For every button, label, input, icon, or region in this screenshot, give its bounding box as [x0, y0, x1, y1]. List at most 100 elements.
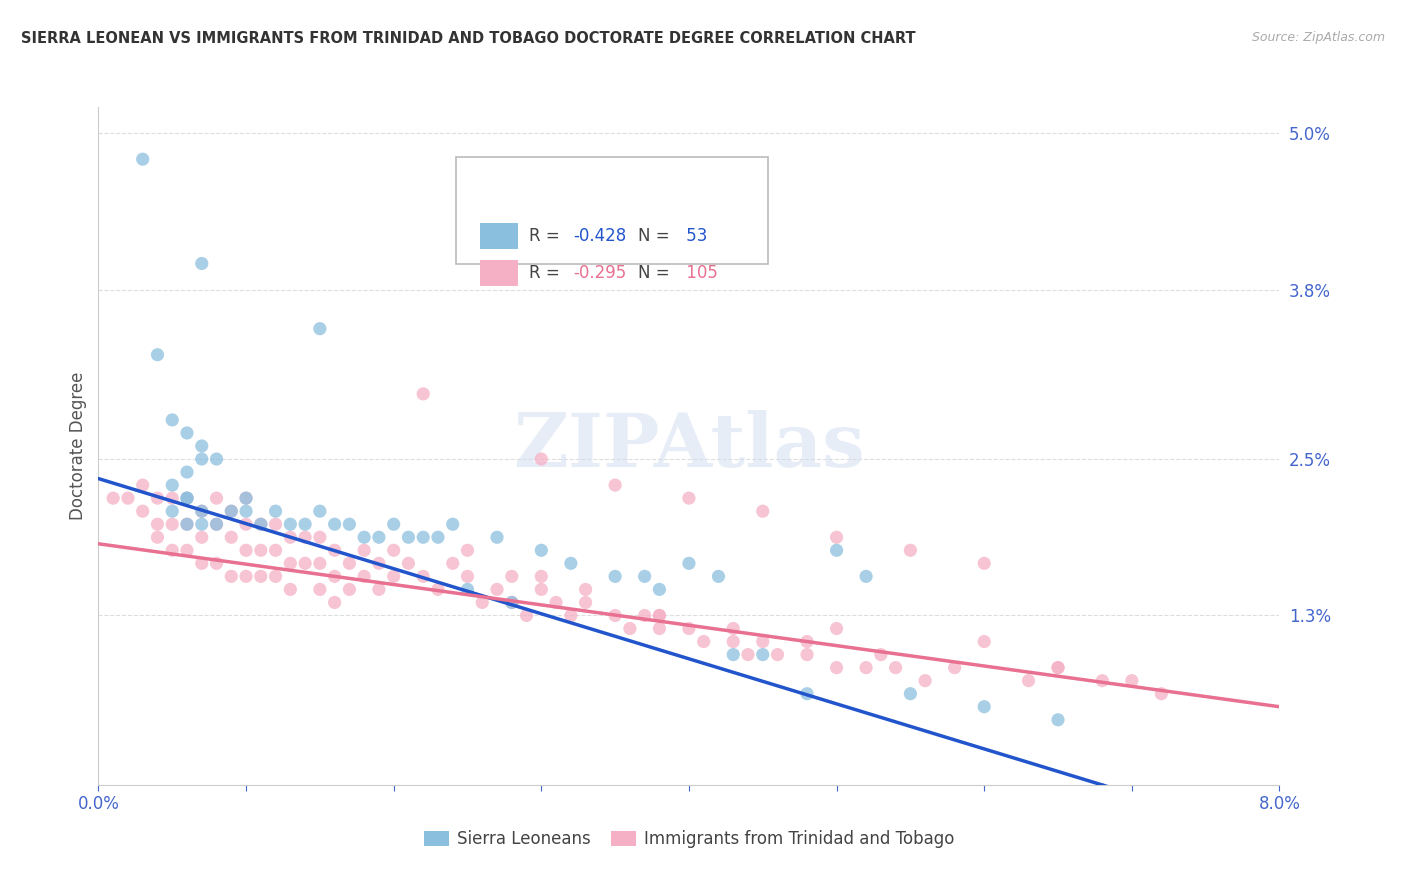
Point	[501, 595, 523, 609]
Point	[309, 530, 332, 544]
Text: 105: 105	[681, 264, 717, 282]
Point	[250, 517, 273, 532]
Text: -0.428: -0.428	[574, 227, 627, 244]
Point	[191, 530, 214, 544]
Text: -0.295: -0.295	[574, 264, 627, 282]
Point	[1150, 687, 1173, 701]
Point	[619, 622, 641, 636]
Text: R =: R =	[530, 264, 565, 282]
Point	[339, 517, 361, 532]
Point	[678, 557, 700, 571]
Point	[250, 517, 273, 532]
Point	[323, 543, 346, 558]
Point	[146, 348, 169, 362]
Point	[191, 452, 214, 467]
Point	[855, 569, 877, 583]
Point	[280, 557, 302, 571]
Point	[191, 517, 214, 532]
Point	[132, 504, 155, 518]
Point	[191, 504, 214, 518]
Point	[176, 491, 198, 505]
Point	[973, 699, 995, 714]
Point	[250, 543, 273, 558]
Point	[205, 557, 228, 571]
Text: R =: R =	[530, 227, 565, 244]
Point	[943, 660, 966, 674]
Point	[309, 582, 332, 597]
Point	[501, 595, 523, 609]
Point	[264, 517, 287, 532]
Point	[1091, 673, 1114, 688]
Point	[176, 465, 198, 479]
Point	[825, 660, 848, 674]
Point	[796, 634, 818, 648]
Y-axis label: Doctorate Degree: Doctorate Degree	[69, 372, 87, 520]
Point	[176, 517, 198, 532]
Point	[605, 608, 627, 623]
Point	[530, 452, 553, 467]
Point	[264, 569, 287, 583]
Point	[575, 595, 598, 609]
Point	[752, 504, 775, 518]
FancyBboxPatch shape	[479, 260, 517, 285]
Point	[648, 608, 671, 623]
Point	[264, 543, 287, 558]
Point	[205, 452, 228, 467]
Point	[146, 517, 169, 532]
Point	[427, 530, 450, 544]
Point	[191, 504, 214, 518]
Point	[280, 530, 302, 544]
Point	[221, 569, 243, 583]
Point	[516, 608, 538, 623]
Point	[294, 530, 316, 544]
Point	[634, 569, 657, 583]
Text: SIERRA LEONEAN VS IMMIGRANTS FROM TRINIDAD AND TOBAGO DOCTORATE DEGREE CORRELATI: SIERRA LEONEAN VS IMMIGRANTS FROM TRINID…	[21, 31, 915, 46]
Point	[280, 517, 302, 532]
Legend: Sierra Leoneans, Immigrants from Trinidad and Tobago: Sierra Leoneans, Immigrants from Trinida…	[416, 823, 962, 855]
Point	[648, 608, 671, 623]
Point	[323, 517, 346, 532]
Point	[1046, 713, 1070, 727]
Point	[441, 517, 464, 532]
Point	[235, 543, 257, 558]
Point	[634, 608, 657, 623]
Point	[176, 517, 198, 532]
Point	[162, 478, 183, 492]
FancyBboxPatch shape	[457, 156, 768, 264]
Point	[176, 425, 198, 440]
Point	[191, 439, 214, 453]
Point	[382, 517, 405, 532]
Point	[412, 530, 434, 544]
Point	[575, 582, 598, 597]
Point	[457, 543, 479, 558]
Point	[530, 582, 553, 597]
Point	[530, 543, 553, 558]
Point	[441, 557, 464, 571]
Point	[353, 530, 375, 544]
Point	[560, 557, 582, 571]
Point	[1018, 673, 1040, 688]
Point	[486, 582, 509, 597]
Point	[309, 321, 332, 335]
Point	[560, 608, 582, 623]
Point	[605, 478, 627, 492]
Point	[398, 557, 420, 571]
Point	[707, 569, 730, 583]
Point	[162, 491, 183, 505]
Point	[900, 687, 922, 701]
Point	[973, 557, 995, 571]
Point	[146, 530, 169, 544]
Point	[250, 569, 273, 583]
Point	[132, 152, 155, 166]
Point	[752, 634, 775, 648]
Point	[796, 687, 818, 701]
Point	[382, 569, 405, 583]
Point	[162, 543, 183, 558]
Point	[457, 569, 479, 583]
Point	[825, 543, 848, 558]
Point	[117, 491, 139, 505]
Point	[221, 530, 243, 544]
FancyBboxPatch shape	[479, 223, 517, 249]
Point	[191, 256, 214, 270]
Point	[855, 660, 877, 674]
